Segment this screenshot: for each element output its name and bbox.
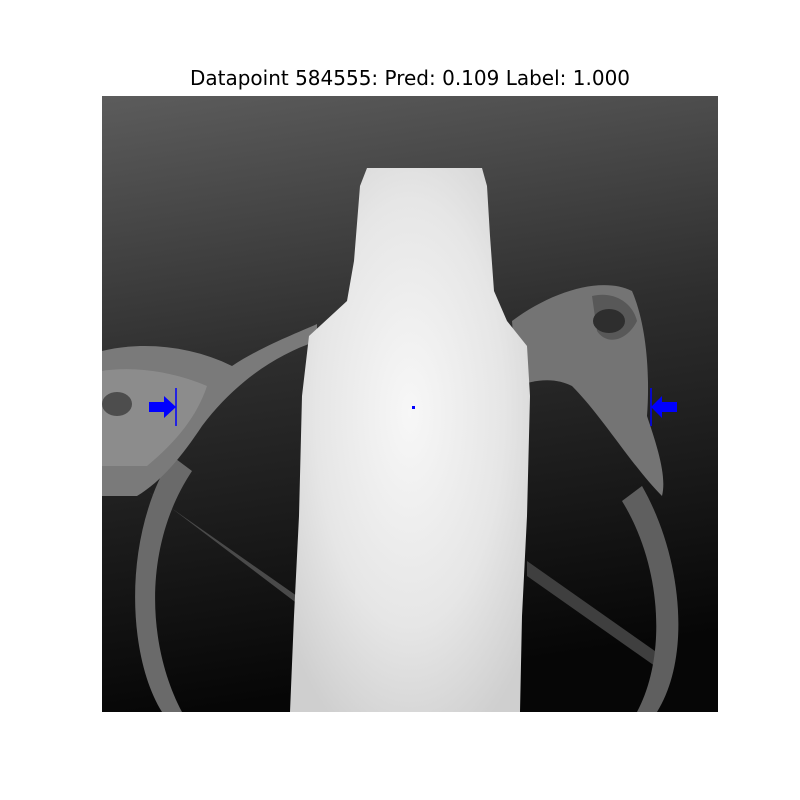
right-fixture-hole <box>593 309 625 333</box>
left-fixture-hole <box>102 392 132 416</box>
left-arc <box>135 456 192 712</box>
arrow-right-icon <box>149 388 177 426</box>
arrow-left-icon <box>650 388 677 426</box>
bottle <box>290 168 530 712</box>
figure-title: Datapoint 584555: Pred: 0.109 Label: 1.0… <box>189 66 631 90</box>
left-fixture-light <box>102 369 207 466</box>
depth-image <box>102 96 718 712</box>
right-arc <box>622 486 679 712</box>
right-fixture <box>512 285 664 496</box>
diagonal-rod-right <box>527 561 662 671</box>
dot-icon <box>412 406 415 409</box>
